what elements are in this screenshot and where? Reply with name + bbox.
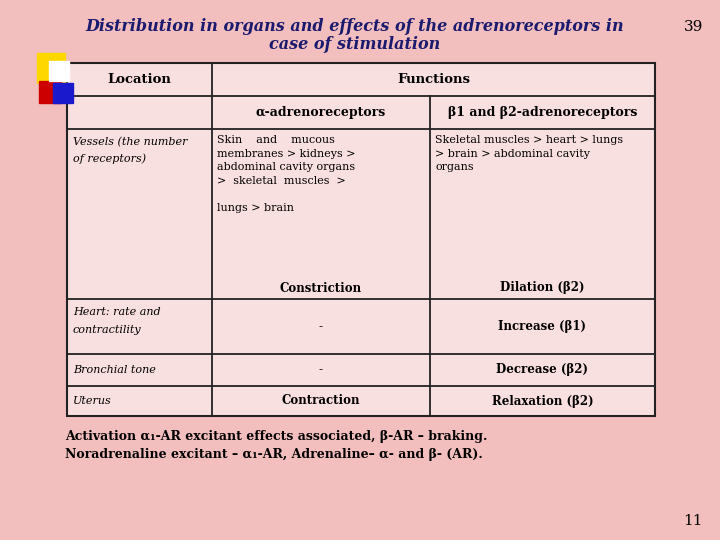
Text: -: -	[319, 363, 323, 376]
Text: case of stimulation: case of stimulation	[269, 36, 441, 53]
Bar	[37, 53, 65, 83]
Text: β1 and β2-adrenoreceptors: β1 and β2-adrenoreceptors	[448, 106, 637, 119]
Text: Heart: rate and: Heart: rate and	[73, 307, 161, 317]
Text: Distribution in organs and effects of the adrenoreceptors in: Distribution in organs and effects of th…	[86, 18, 624, 35]
Text: 11: 11	[683, 514, 703, 528]
Text: Bronchial tone: Bronchial tone	[73, 365, 156, 375]
Text: contractility: contractility	[73, 325, 142, 335]
Text: Relaxation (β2): Relaxation (β2)	[492, 395, 593, 408]
Text: 39: 39	[683, 20, 703, 34]
Text: Location: Location	[107, 73, 171, 86]
Text: Functions: Functions	[397, 73, 470, 86]
Bar	[67, 63, 655, 416]
Text: Vessels (the number: Vessels (the number	[73, 137, 187, 147]
Bar	[39, 81, 61, 103]
Bar	[53, 83, 73, 103]
Bar	[49, 61, 69, 81]
Text: Contraction: Contraction	[282, 395, 360, 408]
Text: Constriction: Constriction	[280, 281, 362, 294]
Text: α-adrenoreceptors: α-adrenoreceptors	[256, 106, 386, 119]
Text: Noradrenaline excitant – α₁-AR, Adrenaline– α- and β- (AR).: Noradrenaline excitant – α₁-AR, Adrenali…	[65, 448, 482, 461]
Text: Activation α₁-AR excitant effects associated, β-AR – braking.: Activation α₁-AR excitant effects associ…	[65, 430, 487, 443]
Text: Increase (β1): Increase (β1)	[498, 320, 587, 333]
Text: Uterus: Uterus	[73, 396, 112, 406]
Text: Skeletal muscles > heart > lungs
> brain > abdominal cavity
organs: Skeletal muscles > heart > lungs > brain…	[435, 135, 623, 172]
Text: of receptors): of receptors)	[73, 153, 146, 164]
Text: -: -	[319, 320, 323, 333]
Text: Decrease (β2): Decrease (β2)	[497, 363, 588, 376]
Text: Skin    and    mucous
membranes > kidneys >
abdominal cavity organs
>  skeletal : Skin and mucous membranes > kidneys > ab…	[217, 135, 356, 213]
Text: Dilation (β2): Dilation (β2)	[500, 281, 585, 294]
